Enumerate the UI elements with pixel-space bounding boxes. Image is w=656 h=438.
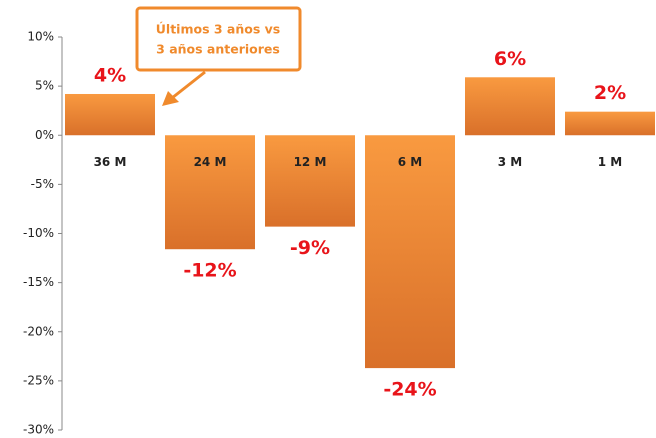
bar (165, 135, 255, 250)
value-label: 6% (494, 48, 526, 70)
bar (465, 77, 555, 136)
y-tick-label: -30% (23, 423, 54, 437)
y-tick-label: 10% (27, 30, 54, 44)
y-tick-label: -5% (31, 177, 54, 191)
y-tick-label: -10% (23, 226, 54, 240)
y-tick-label: 0% (35, 128, 54, 142)
y-tick-label: -20% (23, 324, 54, 338)
value-label: 4% (94, 64, 126, 86)
bar (565, 111, 655, 136)
value-label: -12% (183, 260, 236, 282)
annotation-arrowhead (162, 91, 179, 106)
value-label: -24% (383, 379, 436, 401)
x-tick-label: 6 M (398, 155, 422, 169)
bar (265, 135, 355, 227)
annotation-line: 3 años anteriores (156, 42, 280, 57)
bar (65, 93, 155, 136)
y-tick-label: -25% (23, 373, 54, 387)
annotation-box (135, 6, 302, 72)
bar (365, 135, 455, 369)
y-tick-label: 5% (35, 79, 54, 93)
x-tick-label: 3 M (498, 155, 522, 169)
value-label: 2% (594, 82, 626, 104)
value-label: -9% (290, 237, 330, 259)
x-tick-label: 24 M (194, 155, 227, 169)
y-tick-label: -15% (23, 275, 54, 289)
annotation-arrow (171, 70, 206, 100)
x-tick-label: 12 M (294, 155, 327, 169)
x-tick-label: 1 M (598, 155, 622, 169)
x-tick-label: 36 M (94, 155, 127, 169)
plot: 10% 5% 0% -5% -10% -15% -20% -25% -30% 36 M 4% 24 M… (23, 30, 655, 437)
annotation-line: Últimos 3 años vs (156, 22, 280, 37)
